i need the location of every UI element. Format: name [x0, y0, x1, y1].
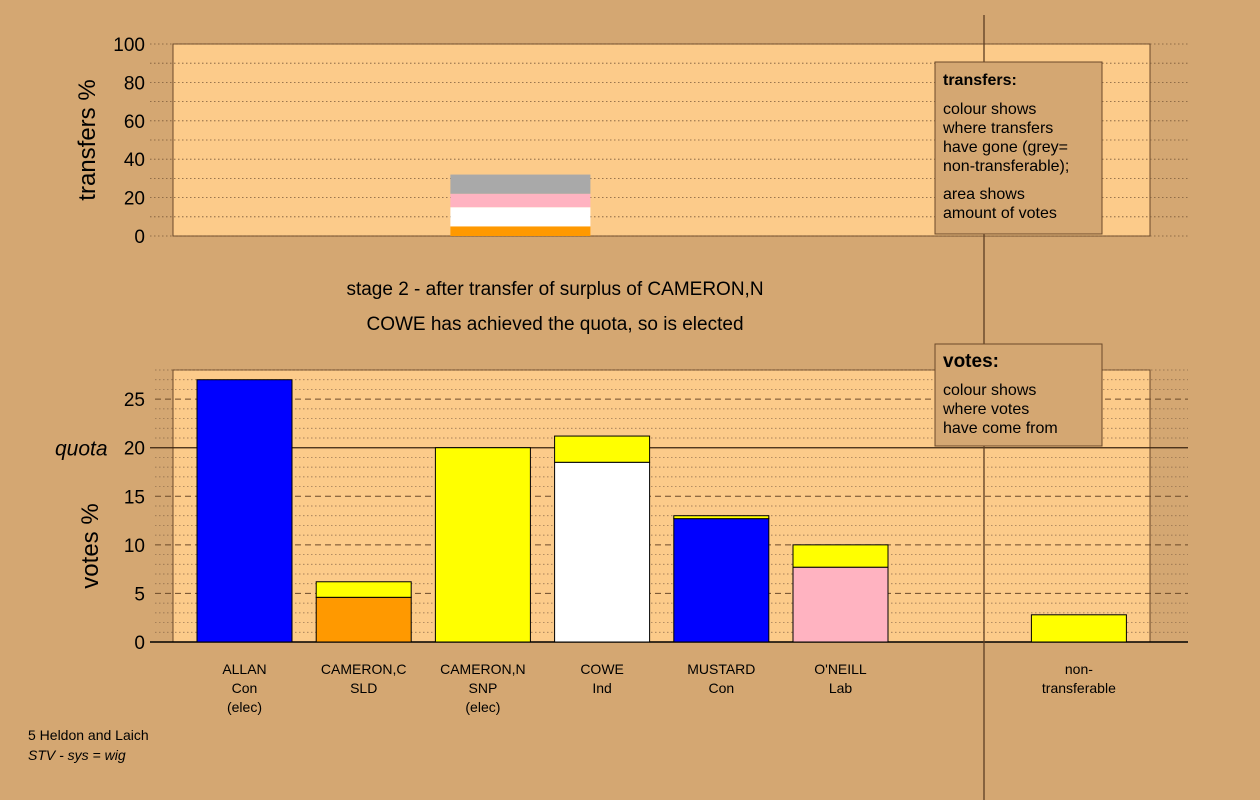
votes-y-ticks: 0 5 10 15 20 25 [124, 390, 145, 654]
candidate-label: CAMERON,N [440, 661, 526, 677]
transfers-y-tick: 40 [124, 150, 145, 171]
vote-segment [792, 544, 889, 568]
transfer-segment [450, 226, 591, 236]
transfers-y-ticks: 0 20 40 60 80 100 [113, 35, 145, 248]
candidate-label: non- [1065, 661, 1093, 677]
vote-segment [315, 581, 412, 598]
transfers-y-tick: 60 [124, 112, 145, 133]
candidate-label: Con [232, 680, 258, 696]
vote-segment [554, 435, 651, 463]
transfers-legend-box [934, 61, 1103, 235]
vote-segment [792, 566, 889, 643]
candidate-label: SLD [350, 680, 377, 696]
candidate-label: SNP [469, 680, 498, 696]
vote-segment [315, 596, 412, 643]
transfers-legend-line: non-transferable); [943, 158, 1069, 175]
votes-legend: votes: colour shows where votes have com… [934, 343, 1103, 447]
system-note: STV - sys = wig [28, 747, 126, 763]
candidate-label: CAMERON,C [321, 661, 407, 677]
votes-y-tick: 25 [124, 390, 145, 411]
votes-bars [196, 379, 1127, 643]
candidate-label: (elec) [227, 699, 262, 715]
transfers-legend: transfers: colour shows where transfers … [934, 61, 1103, 235]
transfers-y-tick: 80 [124, 73, 145, 94]
transfers-y-axis-title: transfers % [74, 79, 101, 200]
transfers-legend-line: where transfers [942, 120, 1053, 137]
transfers-y-tick: 100 [113, 35, 145, 56]
candidate-label: Lab [829, 680, 853, 696]
transfers-legend-line: amount of votes [943, 205, 1057, 222]
candidate-labels: ALLAN Con (elec) CAMERON,C SLD CAMERON,N SNP (e… [222, 661, 1116, 715]
candidate-label: Ind [592, 680, 611, 696]
transfers-legend-title: transfers: [943, 72, 1017, 89]
candidate-label: O'NEILL [814, 661, 867, 677]
votes-y-tick: 0 [134, 633, 145, 654]
votes-y-axis-title: votes % [77, 503, 104, 588]
constituency-name: 5 Heldon and Laich [28, 727, 149, 743]
election-status: COWE has achieved the quota, so is elect… [366, 314, 743, 335]
vote-segment [554, 461, 651, 643]
vote-segment [434, 447, 531, 643]
transfers-legend-line: area shows [943, 186, 1025, 203]
candidate-label: Con [708, 680, 734, 696]
votes-y-tick: 5 [134, 584, 145, 605]
votes-legend-line: where votes [942, 401, 1029, 418]
votes-y-tick: 20 [124, 439, 145, 460]
vote-segment [1030, 614, 1127, 643]
transfer-segment [450, 174, 591, 194]
candidate-label: ALLAN [222, 661, 266, 677]
transfers-bars [450, 174, 591, 236]
votes-legend-title: votes: [943, 351, 999, 372]
transfer-segment [450, 207, 591, 227]
vote-segment [196, 379, 293, 643]
vote-segment [673, 518, 770, 643]
vote-segment [673, 515, 770, 520]
transfers-y-tick: 20 [124, 189, 145, 210]
votes-legend-line: have come from [943, 420, 1058, 437]
candidate-label: COWE [580, 661, 624, 677]
transfers-y-tick: 0 [134, 227, 145, 248]
votes-y-tick: 10 [124, 536, 145, 557]
votes-legend-box [934, 343, 1103, 447]
transfer-segment [450, 193, 591, 208]
votes-y-tick: 15 [124, 487, 145, 508]
stage-description: stage 2 - after transfer of surplus of C… [346, 279, 763, 300]
candidate-label: (elec) [465, 699, 500, 715]
transfers-legend-line: have gone (grey= [943, 139, 1068, 156]
transfers-legend-line: colour shows [943, 101, 1036, 118]
candidate-label: MUSTARD [687, 661, 755, 677]
votes-legend-line: colour shows [943, 382, 1036, 399]
quota-label: quota [55, 438, 108, 461]
candidate-label: transferable [1042, 680, 1116, 696]
